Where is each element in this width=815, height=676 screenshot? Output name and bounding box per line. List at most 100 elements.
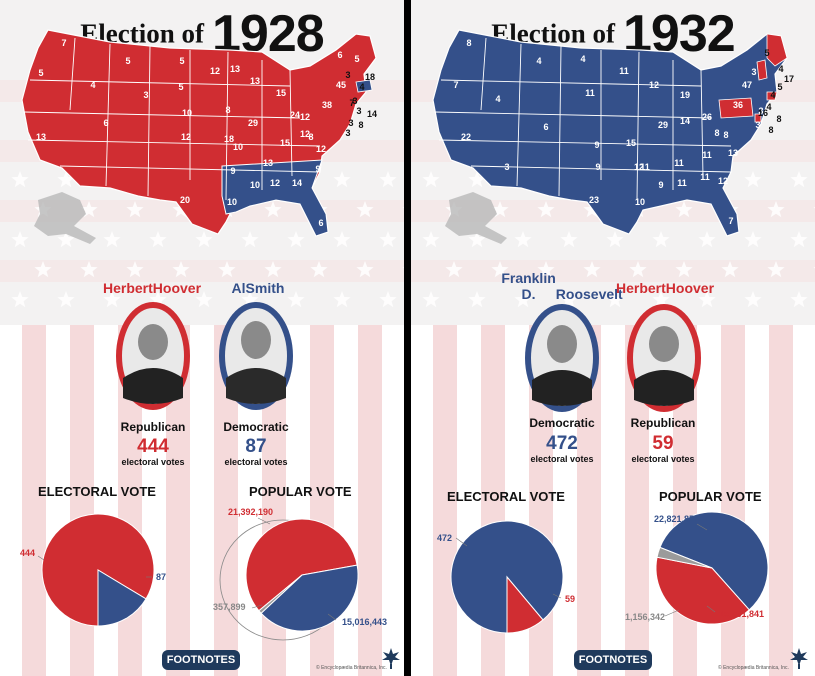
flag-stripe [70, 325, 94, 676]
state-electoral-label: 8 [358, 120, 363, 130]
flag-stripe [358, 325, 382, 676]
state-electoral-label: 8 [723, 130, 728, 140]
smith-portrait [219, 302, 293, 410]
state-electoral-label: 14 [292, 178, 302, 188]
candidate-1-votes: 444 [137, 436, 169, 457]
flag-star [468, 291, 486, 308]
state-electoral-label: 11 [702, 150, 712, 160]
state-electoral-label: 10 [182, 108, 192, 118]
state-electoral-label: 13 [263, 158, 273, 168]
candidate-2-name: Al Smith [203, 262, 313, 296]
candidate-name-line: Herbert [102, 280, 153, 296]
flag-star [126, 201, 144, 218]
flag-star [11, 171, 29, 188]
flag-star [790, 291, 808, 308]
state-electoral-label: 6 [543, 122, 548, 132]
flag-star [11, 291, 29, 308]
flag-star [560, 291, 578, 308]
flag-star [721, 261, 739, 278]
south-states-shape [221, 159, 329, 237]
candidate-name-line: Herbert [615, 280, 666, 296]
flag-star [57, 171, 75, 188]
state-electoral-label: 26 [702, 112, 712, 122]
state-electoral-label: 3 [143, 90, 148, 100]
britannica-thistle-logo [790, 648, 808, 669]
state-electoral-label: 11 [674, 158, 684, 168]
flag-star [80, 201, 98, 218]
flag-star [126, 261, 144, 278]
flag-star [422, 291, 440, 308]
flag-star [379, 171, 397, 188]
state-electoral-label: 12 [316, 144, 326, 154]
flag-star [744, 291, 762, 308]
flag-star [195, 291, 213, 308]
britannica-thistle-logo [382, 648, 400, 669]
alaska-shape [445, 192, 507, 244]
roosevelt-portrait [525, 304, 599, 412]
state-electoral-label: 17 [784, 74, 794, 84]
flag-star [629, 261, 647, 278]
flag-star [744, 171, 762, 188]
flag-star [264, 261, 282, 278]
state-electoral-label: 12 [634, 162, 644, 172]
state-electoral-label: 10 [635, 197, 645, 207]
footnotes-button[interactable]: FOOTNOTES [574, 650, 652, 670]
state-electoral-label: 13 [728, 148, 738, 158]
flag-star [744, 231, 762, 248]
massachusetts-shape [355, 79, 373, 93]
footnotes-button[interactable]: FOOTNOTES [162, 650, 240, 670]
flag-stripe [0, 260, 404, 282]
flag-stripe [22, 325, 46, 676]
state-electoral-label: 4 [770, 90, 775, 100]
state-electoral-label: 3 [348, 118, 353, 128]
state-electoral-label: 16 [758, 108, 768, 118]
flag-star [652, 231, 670, 248]
state-electoral-label: 9 [315, 164, 320, 174]
state-electoral-label: 36 [733, 100, 743, 110]
candidate-1-party: Republican [120, 420, 186, 434]
flag-star [34, 261, 52, 278]
copyright-credit: © Encyclopædia Britannica, Inc. [316, 665, 387, 671]
state-electoral-label: 6 [103, 118, 108, 128]
state-electoral-label: 11 [619, 66, 629, 76]
state-electoral-label: 8 [466, 38, 471, 48]
flag-star [333, 231, 351, 248]
flag-star [11, 231, 29, 248]
flag-star [468, 171, 486, 188]
flag-star [790, 171, 808, 188]
state-electoral-label: 9 [658, 180, 663, 190]
candidate-1-votes: 472 [546, 433, 578, 454]
connecticut-shape [766, 91, 778, 101]
state-electoral-label: 29 [658, 120, 668, 130]
flag-star [422, 231, 440, 248]
state-electoral-label: 12 [649, 80, 659, 90]
state-electoral-label: 29 [248, 118, 258, 128]
state-electoral-label: 3 [352, 96, 357, 106]
hoover-portrait [627, 304, 701, 412]
state-electoral-label: 3 [751, 67, 756, 77]
state-electoral-label: 3 [356, 106, 361, 116]
flag-star [698, 231, 716, 248]
state-electoral-label: 12 [300, 129, 310, 139]
electoral-vote-heading: ELECTORAL VOTE [447, 489, 565, 504]
candidate-1-votes-label: electoral votes [530, 454, 594, 464]
state-electoral-label: 7 [728, 216, 733, 226]
state-electoral-label: 10 [250, 180, 260, 190]
flag-star [790, 231, 808, 248]
state-electoral-label: 5 [178, 82, 183, 92]
candidate-2-votes-label: electoral votes [224, 457, 288, 467]
flag-star [606, 231, 624, 248]
state-electoral-label: 12 [718, 176, 728, 186]
flag-star [80, 261, 98, 278]
state-electoral-label: 11 [585, 88, 595, 98]
state-electoral-label: 10 [227, 197, 237, 207]
state-electoral-label: 12 [270, 178, 280, 188]
flag-stripe [310, 325, 334, 676]
state-electoral-label: 6 [337, 50, 342, 60]
popular-vote-heading: POPULAR VOTE [249, 484, 352, 499]
electoral-vote-heading: ELECTORAL VOTE [38, 484, 156, 499]
candidate-1-party: Democratic [529, 416, 595, 430]
flag-star [356, 261, 374, 278]
maine-shape [766, 33, 788, 67]
